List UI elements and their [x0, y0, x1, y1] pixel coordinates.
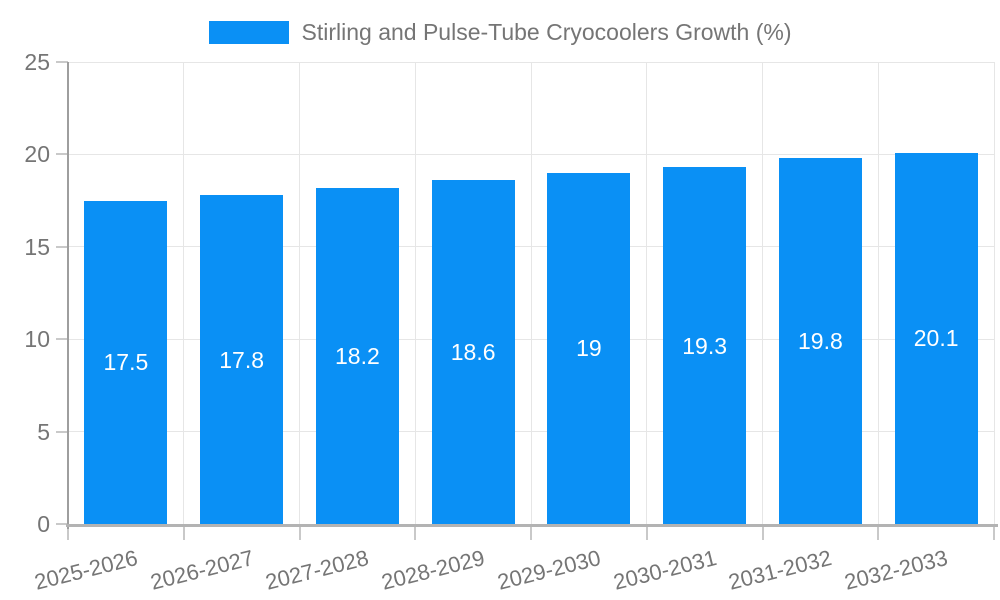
bar-value-label: 17.8 — [219, 346, 264, 373]
legend-label: Stirling and Pulse-Tube Cryocoolers Grow… — [301, 19, 792, 45]
y-tick-label: 10 — [24, 326, 50, 353]
bar[interactable] — [778, 158, 862, 524]
v-gridline — [993, 62, 995, 524]
bar[interactable] — [84, 200, 168, 524]
v-gridline — [530, 62, 532, 524]
y-tick-label: 25 — [24, 49, 50, 75]
x-tick — [298, 527, 301, 540]
bar-value-label: 17.5 — [103, 349, 149, 376]
v-gridline — [414, 62, 416, 524]
bar[interactable] — [663, 167, 747, 524]
y-tick — [56, 338, 68, 341]
x-tick — [993, 527, 995, 540]
v-gridline — [183, 62, 185, 524]
y-tick-label: 20 — [24, 141, 50, 168]
x-tick — [414, 527, 417, 540]
bar-value-label: 19.8 — [797, 328, 843, 355]
bar-value-label: 20.1 — [913, 325, 959, 352]
v-gridline — [877, 62, 879, 524]
y-tick — [56, 245, 68, 248]
y-tick — [56, 153, 68, 156]
v-gridline — [646, 62, 648, 524]
y-axis-line — [67, 62, 69, 529]
x-tick — [877, 527, 880, 540]
x-tick — [67, 527, 69, 540]
y-tick-label: 15 — [24, 233, 50, 260]
v-gridline — [762, 62, 763, 524]
bar-value-label: 18.6 — [450, 339, 496, 366]
y-tick-label: 0 — [37, 511, 50, 537]
bar[interactable] — [547, 172, 631, 524]
chart-legend[interactable]: Stirling and Pulse-Tube Cryocoolers Grow… — [0, 19, 1000, 45]
bar[interactable] — [315, 187, 399, 524]
y-tick — [56, 430, 68, 433]
x-tick — [761, 527, 764, 540]
x-tick — [530, 527, 532, 540]
bar-value-label: 19.3 — [682, 332, 727, 359]
x-axis-line — [66, 524, 998, 527]
bar[interactable] — [200, 195, 284, 524]
y-tick — [56, 61, 68, 63]
x-tick — [182, 527, 185, 540]
x-tick — [645, 527, 648, 540]
legend-swatch — [208, 20, 289, 44]
bar-value-label: 18.2 — [334, 342, 380, 369]
bar-value-label: 19 — [576, 335, 602, 362]
bar[interactable] — [431, 180, 515, 524]
y-tick-label: 5 — [37, 418, 50, 445]
y-tick — [56, 523, 68, 525]
bar[interactable] — [894, 152, 978, 524]
v-gridline — [299, 62, 300, 524]
